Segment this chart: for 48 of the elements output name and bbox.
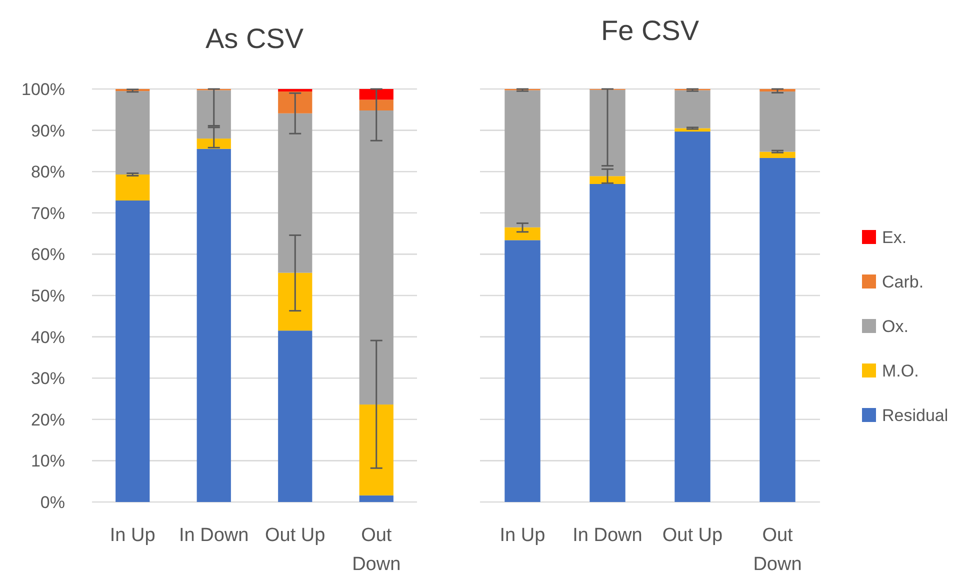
y-tick-label: 90% — [30, 121, 65, 140]
bar — [674, 132, 710, 502]
bar — [504, 227, 540, 240]
bar — [359, 110, 394, 405]
bar — [359, 404, 394, 496]
bar — [278, 113, 312, 273]
bar — [278, 330, 312, 502]
bar — [196, 148, 231, 502]
y-tick-label: 20% — [30, 410, 65, 430]
bar — [504, 90, 540, 228]
chart-title: As CSV — [205, 23, 304, 54]
bar — [359, 495, 394, 502]
legend-label: M.O. — [882, 361, 919, 380]
y-tick-label: 70% — [30, 204, 65, 223]
x-tick-label: In Down — [572, 525, 642, 546]
y-tick-label: 40% — [30, 328, 65, 347]
bar — [278, 272, 312, 331]
y-tick-label: 80% — [30, 162, 65, 182]
y-tick-label: 60% — [30, 245, 65, 264]
bar — [116, 91, 150, 174]
bar — [196, 138, 231, 149]
x-tick-label: In Up — [500, 525, 546, 546]
x-tick-label: Out Up — [662, 525, 723, 546]
legend-label: Carb. — [882, 272, 924, 292]
x-tick-label: In Up — [110, 525, 156, 546]
bar — [760, 91, 796, 152]
bar — [116, 200, 150, 502]
bar — [504, 240, 540, 502]
y-tick-label: 0% — [40, 492, 65, 512]
y-tick-label: 100% — [22, 80, 65, 99]
legend-label: Ex. — [882, 228, 907, 247]
legend-label: Residual — [882, 406, 948, 425]
y-tick-label: 30% — [30, 369, 65, 388]
x-tick-label: Out Down — [753, 525, 802, 571]
x-tick-label: In Down — [179, 525, 249, 546]
y-tick-label: 50% — [30, 286, 65, 306]
x-tick-label: Out Down — [352, 525, 401, 571]
bar — [674, 90, 710, 128]
chart-title: Fe CSV — [600, 15, 700, 46]
legend-label: Ox. — [882, 316, 908, 336]
x-tick-label: Out Up — [265, 525, 326, 546]
bar — [116, 174, 150, 201]
y-tick-label: 10% — [30, 452, 65, 471]
bar — [760, 158, 796, 502]
bar — [359, 100, 394, 110]
bar — [590, 184, 626, 502]
bar — [278, 91, 312, 114]
bar — [359, 89, 394, 100]
